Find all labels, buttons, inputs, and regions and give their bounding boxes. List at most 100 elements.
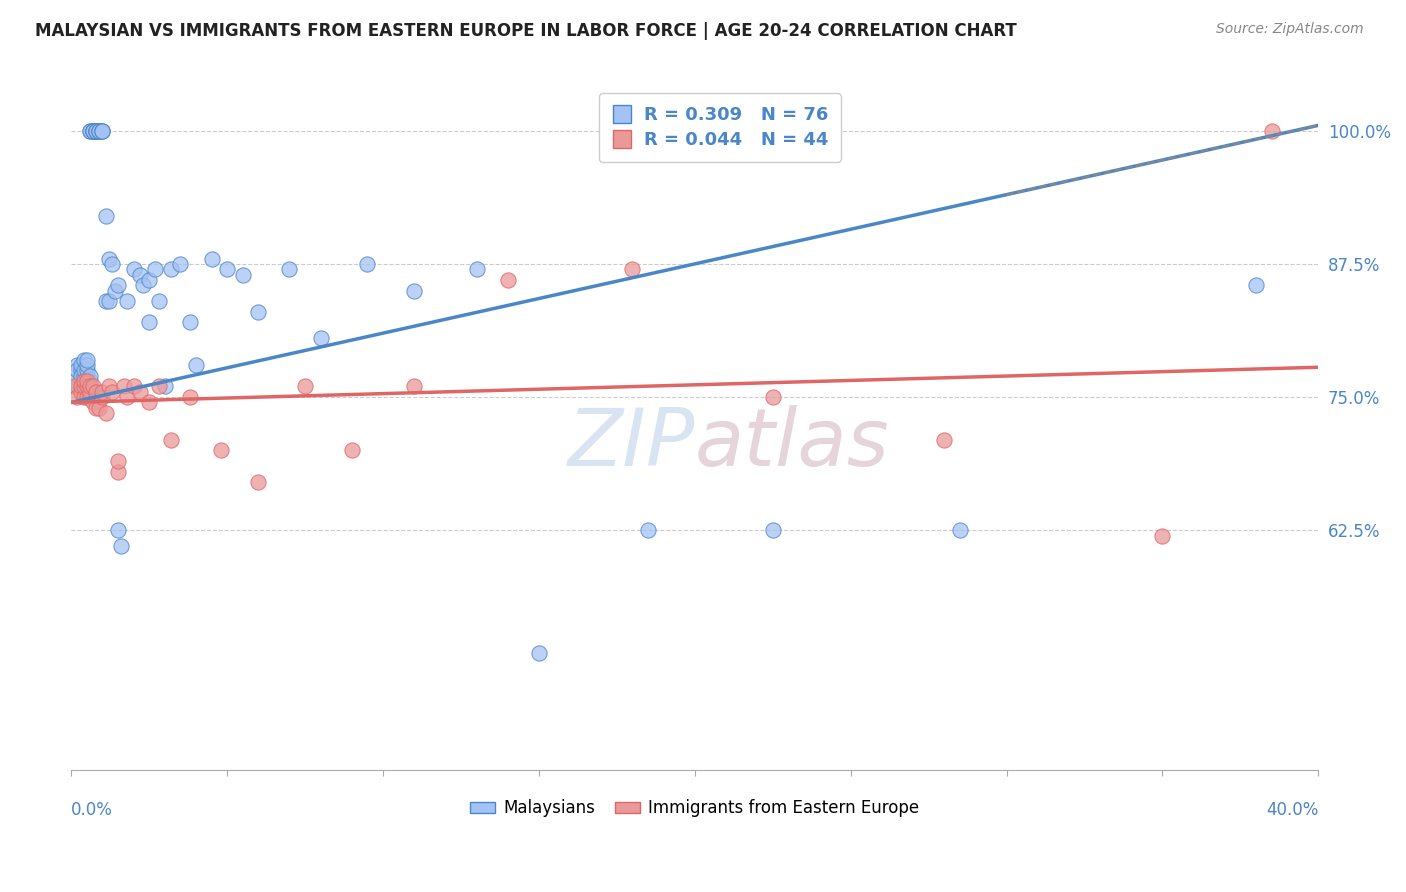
Point (73, 390, 96, 404)
Point (94, 294, 117, 309)
Point (69, 363, 91, 377)
Point (69, 374, 91, 388)
Point (200, 252, 222, 266)
Point (69, 379, 91, 393)
Point (527, 646, 550, 660)
Point (97, 379, 120, 393)
Point (247, 475, 270, 490)
Point (73, 363, 96, 377)
Point (76, 379, 98, 393)
Point (128, 384, 150, 399)
Point (79, 374, 101, 388)
Point (73, 379, 96, 393)
Point (76, 384, 98, 399)
Point (66, 379, 89, 393)
Point (179, 316, 201, 330)
Point (89, 401, 111, 415)
Point (76, 374, 98, 388)
Point (356, 257, 378, 271)
Point (100, 384, 122, 399)
Point (179, 390, 201, 404)
Point (184, 358, 207, 372)
Point (73, 368, 96, 383)
Point (404, 284, 426, 298)
Point (82, 124, 104, 138)
Point (79, 379, 101, 393)
Point (1152, 528, 1174, 542)
Point (66, 358, 89, 372)
Point (309, 331, 332, 345)
Text: Source: ZipAtlas.com: Source: ZipAtlas.com (1216, 22, 1364, 37)
Point (294, 379, 316, 393)
Point (762, 390, 785, 404)
Point (79, 124, 101, 138)
Point (94, 209, 117, 223)
Point (153, 379, 176, 393)
Point (404, 379, 426, 393)
Point (76, 379, 98, 393)
Legend: Malaysians, Immigrants from Eastern Europe: Malaysians, Immigrants from Eastern Euro… (463, 793, 927, 824)
Point (89, 124, 111, 138)
Point (97, 252, 120, 266)
Point (84, 124, 107, 138)
Point (79, 390, 101, 404)
Point (84, 401, 107, 415)
Point (91, 124, 114, 138)
Point (91, 390, 114, 404)
Point (63, 379, 86, 393)
Point (949, 523, 972, 537)
Point (148, 294, 170, 309)
Point (762, 523, 785, 537)
Text: 40.0%: 40.0% (1265, 800, 1319, 819)
Point (637, 523, 659, 537)
Point (132, 278, 155, 293)
Point (76, 368, 98, 383)
Point (138, 273, 160, 287)
Point (82, 379, 104, 393)
Point (89, 124, 111, 138)
Point (76, 358, 98, 372)
Point (169, 257, 191, 271)
Point (79, 124, 101, 138)
Point (340, 443, 363, 458)
Point (89, 124, 111, 138)
Point (82, 395, 104, 409)
Point (209, 443, 232, 458)
Point (1244, 278, 1267, 293)
Point (82, 124, 104, 138)
Point (934, 433, 956, 447)
Point (145, 262, 167, 277)
Point (76, 374, 98, 388)
Point (122, 262, 145, 277)
Point (110, 539, 132, 553)
Text: ZIP: ZIP (568, 406, 695, 483)
Point (138, 316, 160, 330)
Point (84, 124, 107, 138)
Point (84, 124, 107, 138)
Point (66, 363, 89, 377)
Point (66, 390, 89, 404)
Text: 0.0%: 0.0% (72, 800, 112, 819)
Point (84, 124, 107, 138)
Point (82, 124, 104, 138)
Point (79, 368, 101, 383)
Point (104, 284, 127, 298)
Text: atlas: atlas (695, 406, 890, 483)
Point (232, 268, 254, 282)
Point (76, 390, 98, 404)
Point (100, 257, 122, 271)
Point (94, 406, 117, 420)
Point (496, 273, 519, 287)
Point (69, 368, 91, 383)
Point (69, 379, 91, 393)
Point (69, 384, 91, 399)
Point (217, 262, 239, 277)
Point (73, 352, 96, 367)
Point (76, 363, 98, 377)
Point (84, 384, 107, 399)
Point (91, 384, 114, 399)
Point (1260, 124, 1282, 138)
Point (91, 124, 114, 138)
Point (82, 124, 104, 138)
Point (247, 305, 270, 319)
